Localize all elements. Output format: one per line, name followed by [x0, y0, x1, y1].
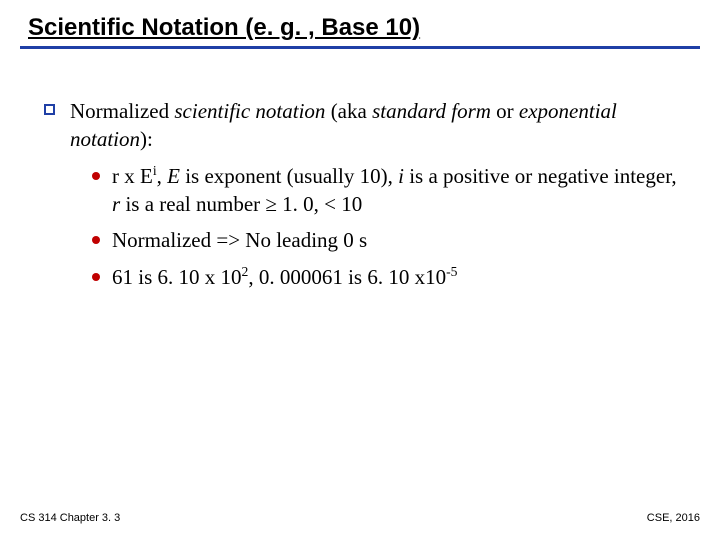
main-point: Normalized scientific notation (aka stan…	[44, 97, 690, 291]
dot-bullet-icon	[92, 273, 100, 281]
text: Normalized	[70, 99, 174, 123]
text-italic: r	[112, 192, 120, 216]
text: 61 is 6. 10 x 10	[112, 265, 242, 289]
text: or	[491, 99, 519, 123]
superscript: -5	[446, 264, 457, 279]
text: is exponent (usually 10),	[180, 164, 398, 188]
footer-left: CS 314 Chapter 3. 3	[20, 512, 120, 524]
text: ,	[157, 164, 168, 188]
text: r x E	[112, 164, 153, 188]
dot-bullet-icon	[92, 236, 100, 244]
text: is a positive or negative integer,	[404, 164, 677, 188]
slide-title: Scientific Notation (e. g. , Base 10)	[20, 14, 700, 42]
sub-bullet-3: 61 is 6. 10 x 102, 0. 000061 is 6. 10 x1…	[92, 263, 690, 291]
slide: Scientific Notation (e. g. , Base 10) No…	[0, 0, 720, 540]
slide-body: Normalized scientific notation (aka stan…	[20, 97, 700, 291]
title-rule: Scientific Notation (e. g. , Base 10)	[20, 14, 700, 49]
bullet-text: Normalized => No leading 0 s	[112, 228, 367, 252]
text: (aka	[325, 99, 372, 123]
dot-bullet-icon	[92, 172, 100, 180]
sub-bullet-2: Normalized => No leading 0 s	[92, 226, 690, 254]
text-italic: scientific notation	[174, 99, 325, 123]
sub-bullet-1: r x Ei, E is exponent (usually 10), i is…	[92, 162, 690, 219]
bullet-text: r x Ei, E is exponent (usually 10), i is…	[112, 164, 677, 216]
text: , 0. 000061 is 6. 10 x10	[248, 265, 446, 289]
bullet-text: 61 is 6. 10 x 102, 0. 000061 is 6. 10 x1…	[112, 265, 457, 289]
text-italic: standard form	[372, 99, 491, 123]
footer: CS 314 Chapter 3. 3 CSE, 2016	[20, 512, 700, 524]
text-italic: E	[167, 164, 180, 188]
footer-right: CSE, 2016	[647, 512, 700, 524]
text: ):	[140, 127, 153, 151]
intro-text: Normalized scientific notation (aka stan…	[70, 99, 617, 151]
text: is a real number ≥ 1. 0, < 10	[120, 192, 362, 216]
square-bullet-icon	[44, 104, 55, 115]
